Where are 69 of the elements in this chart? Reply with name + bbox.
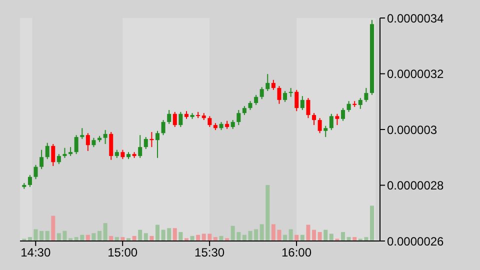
bar: [318, 232, 322, 241]
candlestick: [167, 109, 172, 124]
candlestick: [277, 86, 282, 104]
candlestick: [260, 86, 264, 100]
candlestick: [271, 79, 276, 90]
candlestick: [172, 111, 177, 128]
x-tick-label: 16:00: [282, 246, 312, 260]
bar: [254, 229, 258, 241]
candlestick: [364, 87, 368, 102]
candlestick: [155, 130, 160, 158]
candlestick: [266, 74, 270, 92]
x-tick-label: 14:30: [20, 246, 51, 260]
candlestick: [346, 100, 351, 112]
candlestick: [306, 98, 310, 119]
candlestick: [40, 149, 44, 170]
bar: [172, 228, 177, 241]
y-tick-label: 0.0000026: [387, 234, 444, 248]
candlestick: [56, 154, 61, 165]
candlestick: [324, 125, 328, 138]
y-tick-label: 0.000003: [387, 122, 438, 137]
candlestick: [329, 113, 334, 131]
bar: [138, 230, 142, 241]
candlestick: [208, 116, 212, 128]
candlestick: [161, 120, 166, 136]
bar: [288, 229, 293, 241]
candlestick: [74, 134, 78, 155]
bar: [144, 233, 148, 241]
y-tick-label: 0.0000034: [387, 11, 444, 26]
candlestick: [80, 128, 84, 140]
bar: [306, 224, 310, 241]
candlestick: [109, 132, 114, 160]
candlestick: [335, 113, 340, 126]
x-tick-label: 15:00: [108, 246, 138, 260]
bar: [312, 230, 316, 241]
bar: [103, 223, 108, 241]
candlestick: [62, 147, 67, 158]
candlestick: [34, 164, 38, 180]
candlestick: [144, 136, 148, 150]
candlestick: [254, 94, 258, 106]
candlestick: [28, 174, 32, 188]
bar: [155, 224, 160, 241]
candlestick: [178, 111, 183, 128]
bar: [178, 232, 183, 241]
candlestick: [103, 130, 108, 144]
candlestick: [45, 142, 50, 160]
candlestick: [51, 143, 56, 167]
candlestick: [318, 118, 322, 134]
candlestick: [138, 134, 142, 158]
bar: [51, 216, 56, 241]
y-tick-label: 0.0000028: [387, 178, 444, 193]
bar: [370, 206, 374, 241]
bar: [324, 230, 328, 241]
candlestick: [86, 132, 90, 152]
bar: [92, 233, 96, 241]
y-tick-label: 0.0000032: [387, 67, 444, 82]
candlestick: [294, 89, 299, 112]
candlestick: [312, 112, 316, 126]
bar: [98, 230, 102, 241]
candlestick: [341, 108, 346, 122]
bar: [45, 230, 50, 241]
candlestick: [358, 98, 362, 110]
candlestick: [236, 109, 241, 126]
candlestick: [92, 137, 96, 148]
bar: [329, 234, 334, 241]
bar: [341, 232, 346, 241]
candlestick: [283, 90, 288, 102]
x-tick-label: 15:30: [194, 246, 225, 260]
candlestick: [300, 96, 304, 110]
candlestick: [120, 149, 125, 160]
